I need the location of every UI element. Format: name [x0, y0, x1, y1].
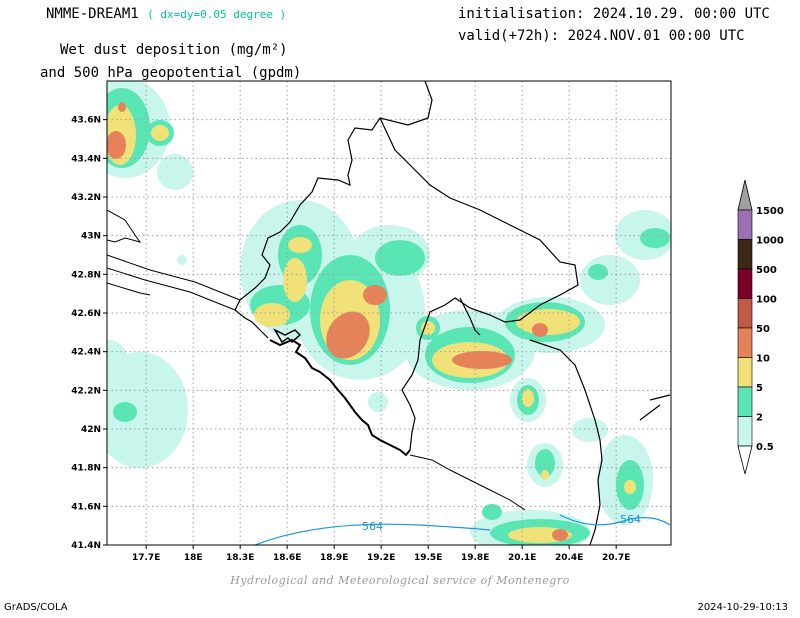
x-tick-label: 18.9E: [320, 553, 348, 563]
geopotential-contours: [254, 514, 671, 545]
y-tick-label: 41.8N: [71, 464, 101, 474]
contour-label-west: 564: [362, 520, 383, 533]
y-axis: 43.6N 43.4N 43.2N 43N 42.8N 42.6N 42.4N 42.2N 42…: [71, 116, 107, 551]
y-tick-label: 42.8N: [71, 270, 101, 280]
y-tick-label: 42.2N: [71, 386, 101, 396]
legend-level-label: 10: [756, 354, 770, 365]
x-tick-label: 18.6E: [273, 553, 301, 563]
y-tick-label: 43.4N: [71, 154, 101, 164]
contour-label-east: 564: [620, 513, 641, 526]
model-title: NMME-DREAM1 ( dx=dy=0.05 degree ): [46, 6, 286, 22]
x-tick-label: 17.7E: [132, 553, 160, 563]
init-time: initialisation: 2024.10.29. 00:00 UTC: [458, 6, 770, 22]
legend-level-label: 1000: [756, 236, 784, 247]
legend-swatch: [737, 298, 753, 329]
y-tick-label: 41.6N: [71, 502, 101, 512]
legend-level-label: 100: [756, 295, 777, 306]
gridlines: [107, 81, 671, 545]
y-tick-label: 42.4N: [71, 348, 101, 358]
x-tick-label: 19.5E: [414, 553, 442, 563]
deposition-field: [107, 81, 671, 545]
x-axis: 17.7E 18E 18.3E 18.6E 18.9E 19.2E 19.5E 19.8E 20…: [132, 545, 630, 563]
y-tick-label: 42.6N: [71, 309, 101, 319]
model-name: NMME-DREAM1: [46, 6, 139, 22]
x-tick-label: 18.3E: [226, 553, 254, 563]
legend-swatch: [737, 239, 753, 270]
x-tick-label: 18E: [184, 553, 203, 563]
variable-title-line1: Wet dust deposition (mg/m²): [60, 42, 288, 58]
color-legend: 1500 1000 500 100 50 10 5 2 0.5: [737, 179, 784, 475]
legend-swatch: [737, 357, 753, 388]
legend-swatch: [737, 386, 753, 417]
x-tick-label: 20.7E: [602, 553, 630, 563]
legend-swatch: [737, 416, 753, 447]
legend-level-label: 5: [756, 383, 763, 394]
legend-swatch: [737, 209, 753, 240]
render-timestamp: 2024-10-29-10:13: [697, 602, 788, 613]
y-tick-label: 41.4N: [71, 541, 101, 551]
borders: [107, 81, 671, 545]
legend-swatch: [737, 268, 753, 299]
legend-level-label: 1500: [756, 206, 784, 217]
x-tick-label: 20.1E: [508, 553, 536, 563]
legend-level-label: 0.5: [756, 442, 774, 453]
y-tick-label: 43.2N: [71, 193, 101, 203]
variable-title-line2: and 500 hPa geopotential (gpdm): [40, 65, 302, 81]
legend-swatch: [737, 327, 753, 358]
credit-line: Hydrological and Meteorological service …: [230, 574, 570, 587]
contour-564-west: [254, 523, 491, 545]
contour-564-east: [559, 514, 671, 526]
legend-top-arrow: [737, 179, 753, 211]
legend-level-label: 2: [756, 413, 763, 424]
y-tick-label: 43.6N: [71, 116, 101, 126]
valid-time: valid(+72h): 2024.NOV.01 00:00 UTC: [458, 28, 745, 44]
x-tick-label: 19.8E: [461, 553, 489, 563]
resolution-note: ( dx=dy=0.05 degree ): [147, 8, 287, 21]
y-tick-label: 42N: [81, 425, 101, 435]
y-tick-label: 43N: [81, 232, 101, 242]
software-label: GrADS/COLA: [4, 602, 68, 613]
x-tick-label: 20.4E: [555, 553, 583, 563]
legend-level-label: 500: [756, 265, 777, 276]
x-tick-label: 19.2E: [367, 553, 395, 563]
legend-bottom-arrow: [737, 445, 753, 475]
legend-level-label: 50: [756, 324, 770, 335]
